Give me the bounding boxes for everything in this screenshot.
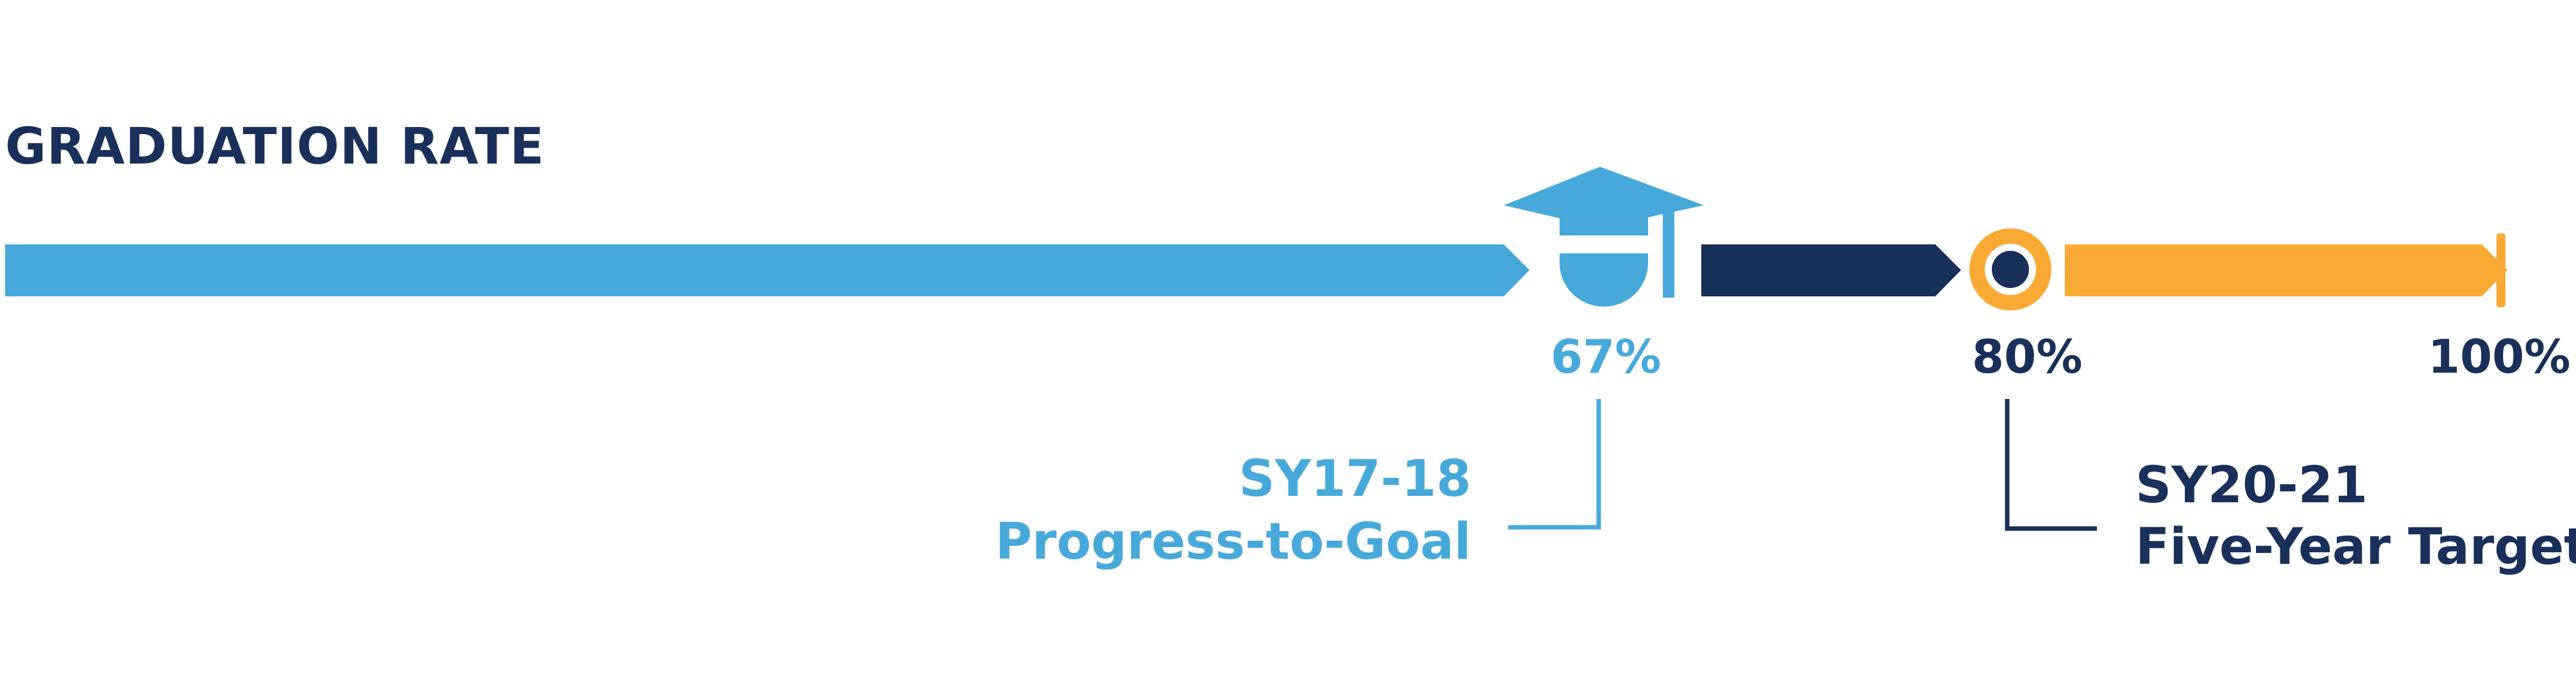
progress-bar-current: [5, 244, 1529, 296]
progress-bar-beyond-target: [2065, 244, 2507, 296]
leader-line-current: [1508, 399, 1601, 530]
target-annotation-label: Five-Year Target: [2135, 518, 2576, 576]
graduation-cap-icon: [1504, 167, 1704, 307]
target-year-label: SY20-21: [2135, 457, 2368, 514]
current-value-label: 67%: [1551, 330, 1662, 384]
progress-bar-remaining-to-target: [1701, 244, 1961, 296]
page-title: GRADUATION RATE: [5, 118, 545, 176]
target-value-label: 80%: [1972, 330, 2083, 384]
progress-bar-end-tick: [2496, 233, 2505, 307]
target-ring-icon: [1969, 228, 2051, 310]
current-year-label: SY17-18: [1238, 450, 1471, 508]
current-annotation-label: Progress-to-Goal: [995, 513, 1471, 571]
max-value-label: 100%: [2428, 330, 2571, 384]
leader-line-target: [2005, 399, 2097, 531]
